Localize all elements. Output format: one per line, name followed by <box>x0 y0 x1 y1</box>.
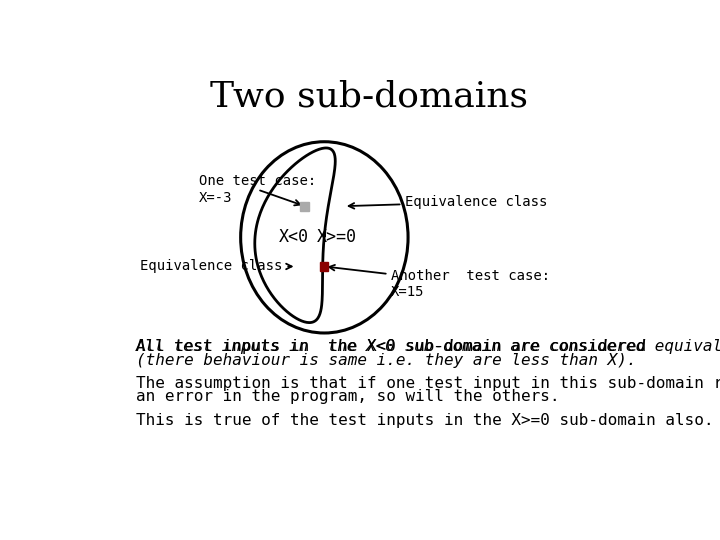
Bar <box>300 202 309 211</box>
Text: All test inputs in  the X<0 sub-domain are considered: All test inputs in the X<0 sub-domain ar… <box>136 339 655 354</box>
Text: an error in the program, so will the others.: an error in the program, so will the oth… <box>136 389 559 404</box>
Text: This is true of the test inputs in the X>=0 sub-domain also.: This is true of the test inputs in the X… <box>136 413 714 428</box>
Text: X>=0: X>=0 <box>317 228 356 246</box>
Text: All test inputs in  the X<0 sub-domain are considered equivalent: All test inputs in the X<0 sub-domain ar… <box>136 339 720 354</box>
Text: One test case:
X=-3: One test case: X=-3 <box>199 174 316 205</box>
Bar <box>320 262 328 272</box>
Text: Equivalence class: Equivalence class <box>348 195 548 209</box>
Text: Another  test case:
X=15: Another test case: X=15 <box>329 265 551 299</box>
Text: (there behaviour is same i.e. they are less than X).: (there behaviour is same i.e. they are l… <box>136 353 636 368</box>
Text: The assumption is that if one test input in this sub-domain reveals: The assumption is that if one test input… <box>136 376 720 391</box>
Text: Two sub-domains: Two sub-domains <box>210 79 528 113</box>
Text: Equivalence class: Equivalence class <box>140 259 292 273</box>
Text: X<0: X<0 <box>279 228 309 246</box>
